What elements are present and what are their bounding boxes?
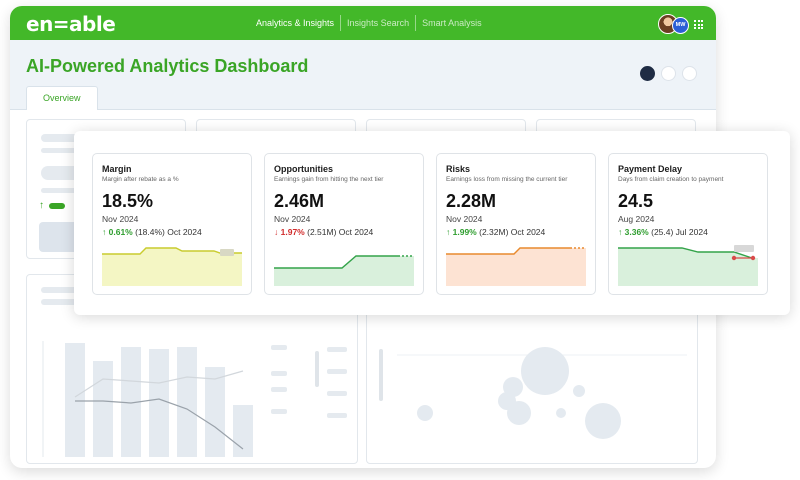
arrow-up-icon: ↑ xyxy=(446,227,451,237)
nav-insights-search[interactable]: Insights Search xyxy=(341,15,417,31)
kpi-change: 1.99% xyxy=(452,227,477,237)
kpi-subtitle: Margin after rebate as a % xyxy=(102,176,179,183)
kpi-card-payment-delay[interactable]: Payment Delay Days from claim creation t… xyxy=(608,153,768,295)
carousel-dot-2[interactable] xyxy=(661,66,676,81)
kpi-delta: ↑ 3.36% (25.4) Jul 2024 xyxy=(618,227,708,237)
kpi-change: 1.97% xyxy=(280,227,305,237)
bg-bar-chart xyxy=(42,341,347,457)
kpi-delta: ↓ 1.97% (2.51M) Oct 2024 xyxy=(274,227,373,237)
kpi-value: 2.46M xyxy=(274,191,325,211)
kpi-title: Opportunities xyxy=(274,164,333,174)
enable-logo[interactable]: en=able xyxy=(26,12,116,36)
apps-grid-icon[interactable] xyxy=(694,20,703,29)
kpi-card-risks[interactable]: Risks Earnings loss from missing the cur… xyxy=(436,153,596,295)
kpi-delta: ↑ 1.99% (2.32M) Oct 2024 xyxy=(446,227,545,237)
kpi-title: Risks xyxy=(446,164,471,174)
kpi-card-margin[interactable]: Margin Margin after rebate as a % 18.5% … xyxy=(92,153,252,295)
kpi-comparison: (2.51M) Oct 2024 xyxy=(307,227,374,237)
kpi-value: 2.28M xyxy=(446,191,497,211)
arrow-up-icon: ↑ xyxy=(618,227,623,237)
page-title: AI-Powered Analytics Dashboard xyxy=(26,56,309,76)
kpi-subtitle: Earnings gain from hitting the next tier xyxy=(274,176,384,183)
kpi-comparison: (18.4%) Oct 2024 xyxy=(135,227,202,237)
arrow-up-icon: ↑ xyxy=(102,227,107,237)
kpi-delta: ↑ 0.61% (18.4%) Oct 2024 xyxy=(102,227,202,237)
main-nav: Analytics & Insights Insights Search Sma… xyxy=(250,6,488,40)
carousel-dot-3[interactable] xyxy=(682,66,697,81)
tab-overview[interactable]: Overview xyxy=(26,86,98,110)
kpi-card-opportunities[interactable]: Opportunities Earnings gain from hitting… xyxy=(264,153,424,295)
risks-sparkline xyxy=(446,247,586,286)
nav-smart-analysis[interactable]: Smart Analysis xyxy=(422,18,482,28)
kpi-comparison: (25.4) Jul 2024 xyxy=(651,227,708,237)
kpi-comparison: (2.32M) Oct 2024 xyxy=(479,227,546,237)
kpi-change: 3.36% xyxy=(624,227,649,237)
opportunities-sparkline xyxy=(274,255,414,286)
payment-delay-sparkline xyxy=(618,245,758,286)
user-initials-badge[interactable]: MW xyxy=(672,17,689,34)
kpi-value: 24.5 xyxy=(618,191,654,211)
kpi-value: 18.5% xyxy=(102,191,154,211)
kpi-change: 0.61% xyxy=(108,227,133,237)
kpi-overlay-card: Margin Margin after rebate as a % 18.5% … xyxy=(74,131,790,315)
carousel-dot-1[interactable] xyxy=(640,66,655,81)
kpi-title: Margin xyxy=(102,164,132,174)
dashboard-header: AI-Powered Analytics Dashboard Overview xyxy=(10,40,716,110)
kpi-date: Nov 2024 xyxy=(446,214,483,224)
top-nav-bar: en=able Analytics & Insights Insights Se… xyxy=(10,6,716,40)
bg-bubble-chart xyxy=(379,347,687,439)
kpi-date: Nov 2024 xyxy=(274,214,311,224)
kpi-subtitle: Earnings loss from missing the current t… xyxy=(446,176,568,183)
kpi-subtitle: Days from claim creation to payment xyxy=(618,176,724,183)
margin-sparkline xyxy=(102,247,242,286)
kpi-date: Aug 2024 xyxy=(618,214,655,224)
nav-analytics-insights[interactable]: Analytics & Insights xyxy=(250,15,342,31)
arrow-down-icon: ↓ xyxy=(274,227,279,237)
carousel-dots xyxy=(640,66,697,81)
kpi-title: Payment Delay xyxy=(618,164,683,174)
kpi-date: Nov 2024 xyxy=(102,214,139,224)
